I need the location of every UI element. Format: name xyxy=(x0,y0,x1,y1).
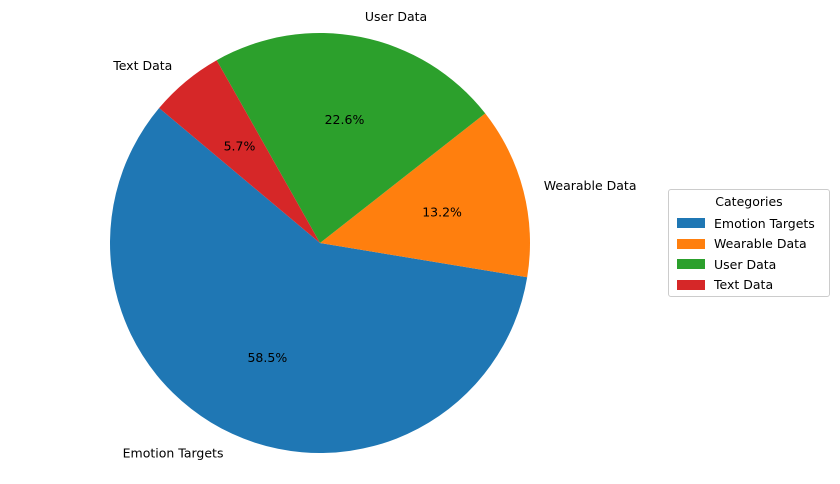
legend-label: Text Data xyxy=(714,277,774,293)
legend-swatch xyxy=(677,238,705,249)
legend-item: Wearable Data xyxy=(677,234,821,255)
pie-slice-text-data xyxy=(159,60,320,244)
category-labels: Emotion Targets Wearable Data User Data Tex… xyxy=(112,9,636,460)
pie-slices xyxy=(110,32,531,453)
percentage-label: 13.2% xyxy=(422,204,462,219)
legend-title: Categories xyxy=(715,194,783,209)
legend-swatch xyxy=(677,259,705,270)
legend-label: User Data xyxy=(714,256,777,272)
category-label: Emotion Targets xyxy=(123,445,224,460)
category-label: Wearable Data xyxy=(544,178,637,193)
percentage-label: 22.6% xyxy=(325,112,365,127)
legend-items: Emotion Targets Wearable Data User Data Tex… xyxy=(677,213,821,295)
legend-swatch xyxy=(677,218,705,229)
percentage-label: 5.7% xyxy=(224,139,256,154)
legend-item: User Data xyxy=(677,254,821,275)
percentage-label: 58.5% xyxy=(247,350,287,365)
legend-item: Emotion Targets xyxy=(677,213,821,234)
legend: Categories Emotion Targets Wearable Data U… xyxy=(668,189,830,297)
category-label: User Data xyxy=(365,9,427,24)
category-label: Text Data xyxy=(112,58,172,73)
percentage-labels: 58.5% 13.2% 22.6% 5.7% xyxy=(224,112,462,365)
legend-item: Text Data xyxy=(677,275,821,296)
pie-slice-user-data xyxy=(216,32,486,244)
pie-slice-emotion-targets xyxy=(110,108,528,453)
legend-label: Emotion Targets xyxy=(714,215,815,231)
legend-label: Wearable Data xyxy=(714,236,807,252)
legend-swatch xyxy=(677,279,705,290)
pie-slice-wearable-data xyxy=(320,113,531,278)
